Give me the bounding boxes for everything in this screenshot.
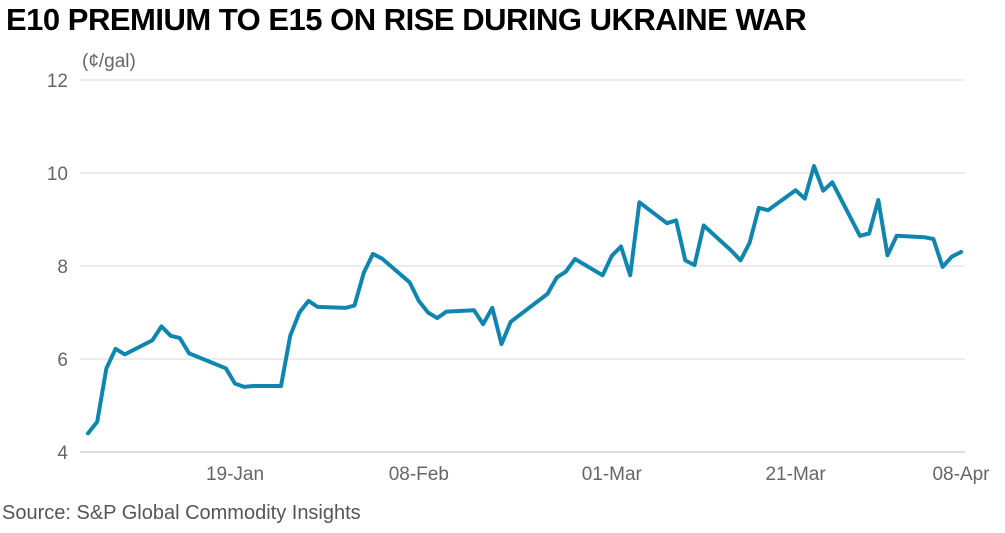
x-tick-label: 19-Jan bbox=[206, 464, 264, 485]
series-line bbox=[86, 164, 963, 436]
x-tick-label: 08-Feb bbox=[389, 464, 449, 485]
series-group bbox=[86, 164, 963, 436]
source-note: Source: S&P Global Commodity Insights bbox=[2, 502, 361, 524]
y-axis-unit-label: (¢/gal) bbox=[82, 51, 136, 72]
y-tick-label: 6 bbox=[57, 350, 68, 371]
grid-lines bbox=[80, 79, 965, 453]
x-tick-label: 21-Mar bbox=[765, 464, 826, 485]
chart-title: E10 PREMIUM TO E15 ON RISE DURING UKRAIN… bbox=[6, 2, 807, 37]
y-tick-label: 10 bbox=[47, 164, 68, 185]
x-tick-label: 08-Apr bbox=[932, 464, 990, 485]
x-tick-label: 01-Mar bbox=[582, 464, 643, 485]
y-tick-label: 8 bbox=[57, 257, 68, 278]
y-tick-label: 4 bbox=[57, 443, 68, 464]
y-tick-labels: 12 10 8 6 4 bbox=[47, 71, 69, 464]
y-tick-label: 12 bbox=[47, 71, 68, 92]
x-tick-labels: 19-Jan 08-Feb 01-Mar 21-Mar 08-Apr bbox=[206, 464, 990, 485]
